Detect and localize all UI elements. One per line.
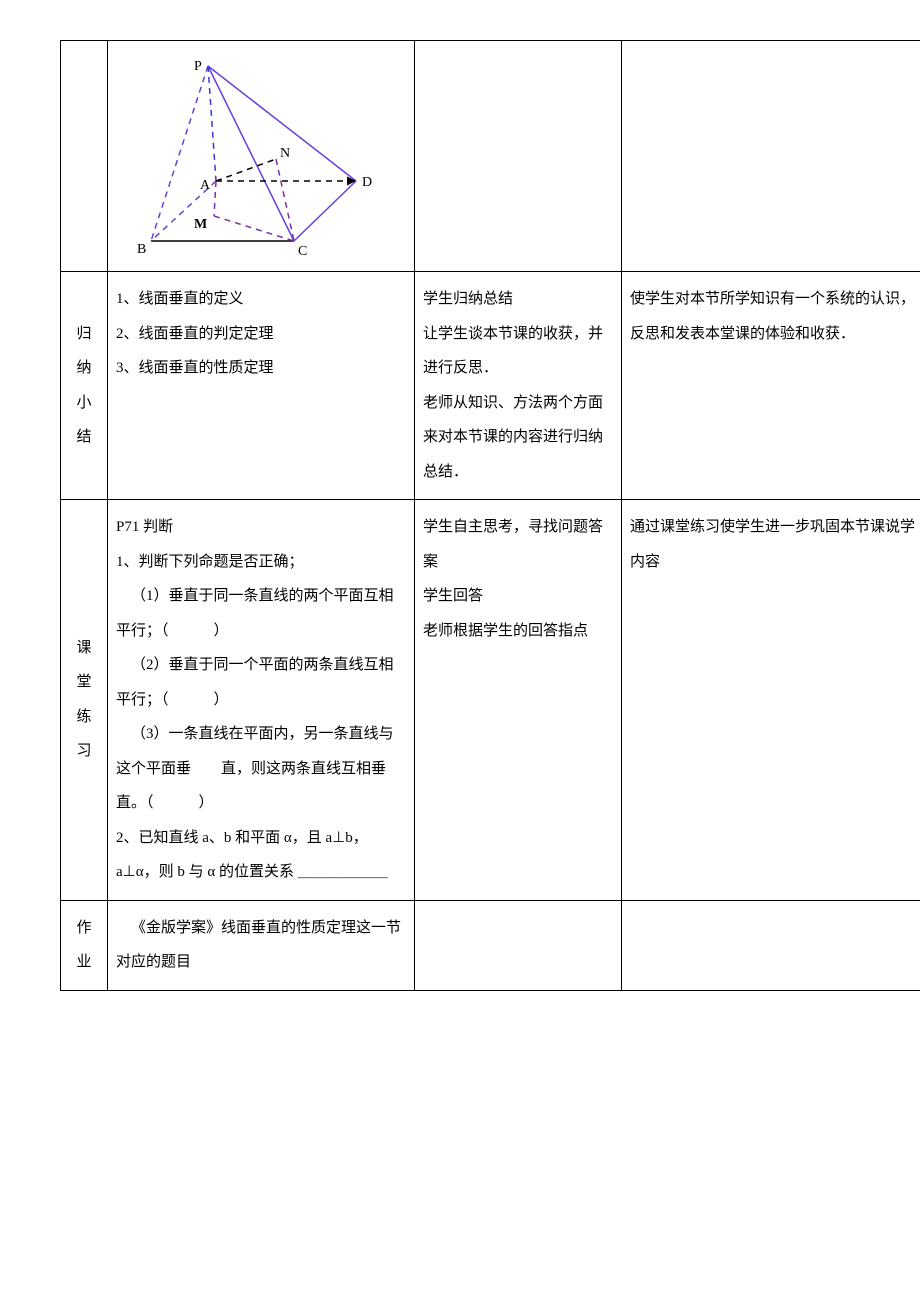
- svg-text:N: N: [280, 146, 290, 161]
- row-summary-content: 1、线面垂直的定义 2、线面垂直的判定定理 3、线面垂直的性质定理: [108, 272, 415, 500]
- activity-line: 学生回答: [423, 579, 613, 614]
- label-char: 作: [69, 911, 99, 946]
- purpose-line: 使学生对本节所学知识有一个系统的认识，反思和发表本堂课的体验和收获．: [630, 282, 920, 351]
- geometry-diagram: P A B C D N M: [116, 51, 386, 261]
- svg-text:C: C: [298, 244, 307, 259]
- content-line: （3）一条直线在平面内，另一条直线与这个平面垂 直，则这两条直线互相垂直。（ ）: [116, 717, 406, 821]
- row-diagram: P A B C D N M: [61, 41, 920, 272]
- row-practice: 课 堂 练 习 P71 判断 1、判断下列命题是否正确； （1）垂直于同一条直线…: [61, 500, 920, 901]
- content-line: 2、已知直线 a、b 和平面 α，且 a⊥b，a⊥α，则 b 与 α 的位置关系…: [116, 821, 406, 890]
- svg-text:P: P: [194, 59, 202, 74]
- row-practice-content: P71 判断 1、判断下列命题是否正确； （1）垂直于同一条直线的两个平面互相平…: [108, 500, 415, 901]
- row-homework-activity: [415, 900, 622, 990]
- row-summary-label: 归 纳 小 结: [61, 272, 108, 500]
- label-char: 课: [69, 631, 99, 666]
- svg-text:B: B: [137, 242, 146, 257]
- row-diagram-label: [61, 41, 108, 272]
- content-line: 《金版学案》线面垂直的性质定理这一节对应的题目: [116, 911, 406, 980]
- row-practice-activity: 学生自主思考，寻找问题答案 学生回答 老师根据学生的回答指点: [415, 500, 622, 901]
- content-line: 2、线面垂直的判定定理: [116, 317, 406, 352]
- row-summary-activity: 学生归纳总结 让学生谈本节课的收获，并进行反思． 老师从知识、方法两个方面来对本…: [415, 272, 622, 500]
- row-diagram-activity: [415, 41, 622, 272]
- row-homework-content: 《金版学案》线面垂直的性质定理这一节对应的题目: [108, 900, 415, 990]
- content-line: 1、线面垂直的定义: [116, 282, 406, 317]
- lesson-table: P A B C D N M 归 纳 小 结 1、线面垂直的定义 2、线面垂直的判定定理 3、…: [60, 40, 920, 991]
- activity-line: 老师根据学生的回答指点: [423, 614, 613, 649]
- label-char: 结: [69, 420, 99, 455]
- svg-text:D: D: [362, 175, 372, 190]
- purpose-line: 通过课堂练习使学生进一步巩固本节课说学内容: [630, 510, 920, 579]
- label-char: 堂: [69, 665, 99, 700]
- activity-line: 老师从知识、方法两个方面来对本节课的内容进行归纳总结．: [423, 386, 613, 490]
- svg-text:M: M: [194, 217, 207, 232]
- activity-line: 让学生谈本节课的收获，并进行反思．: [423, 317, 613, 386]
- label-char: 业: [69, 945, 99, 980]
- row-practice-purpose: 通过课堂练习使学生进一步巩固本节课说学内容: [622, 500, 920, 901]
- row-summary-purpose: 使学生对本节所学知识有一个系统的认识，反思和发表本堂课的体验和收获．: [622, 272, 920, 500]
- activity-line: 学生自主思考，寻找问题答案: [423, 510, 613, 579]
- row-homework: 作 业 《金版学案》线面垂直的性质定理这一节对应的题目: [61, 900, 920, 990]
- content-line: P71 判断: [116, 510, 406, 545]
- content-line: 1、判断下列命题是否正确；: [116, 545, 406, 580]
- row-diagram-content: P A B C D N M: [108, 41, 415, 272]
- content-line: （2）垂直于同一个平面的两条直线互相平行；（ ）: [116, 648, 406, 717]
- row-diagram-purpose: [622, 41, 920, 272]
- content-line: （1）垂直于同一条直线的两个平面互相平行；（ ）: [116, 579, 406, 648]
- row-practice-label: 课 堂 练 习: [61, 500, 108, 901]
- content-line: 3、线面垂直的性质定理: [116, 351, 406, 386]
- activity-line: 学生归纳总结: [423, 282, 613, 317]
- label-char: 习: [69, 734, 99, 769]
- row-summary: 归 纳 小 结 1、线面垂直的定义 2、线面垂直的判定定理 3、线面垂直的性质定…: [61, 272, 920, 500]
- label-char: 小: [69, 386, 99, 421]
- label-char: 归: [69, 317, 99, 352]
- label-char: 纳: [69, 351, 99, 386]
- label-char: 练: [69, 700, 99, 735]
- svg-text:A: A: [200, 178, 211, 193]
- row-homework-label: 作 业: [61, 900, 108, 990]
- row-homework-purpose: [622, 900, 920, 990]
